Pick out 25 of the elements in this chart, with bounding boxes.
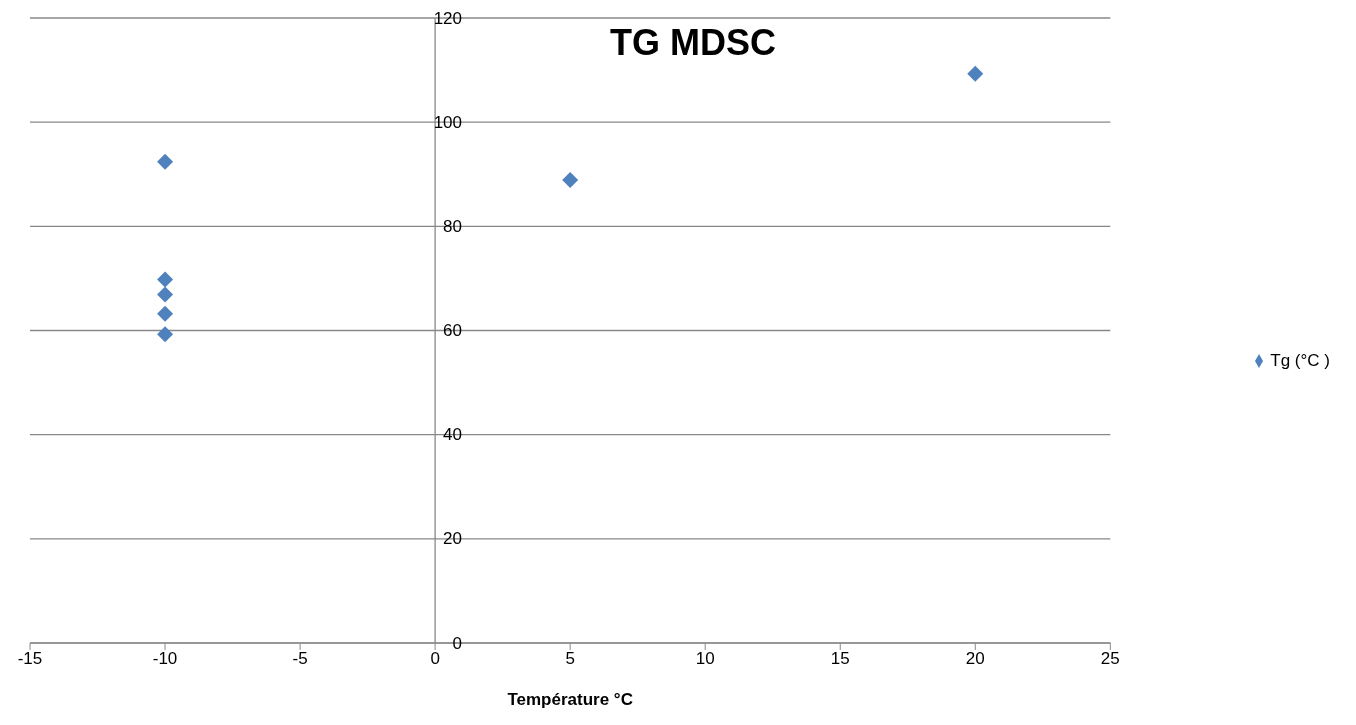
legend-label: Tg (°C ) [1270, 350, 1330, 370]
y-tick-label: 40 [443, 425, 462, 445]
point [157, 271, 174, 288]
chart-title: TG MDSC [609, 22, 777, 64]
point [157, 153, 174, 170]
y-tick-label: 60 [443, 321, 462, 340]
point [157, 305, 174, 322]
point [157, 286, 174, 303]
point [967, 65, 984, 82]
y-tick-label: 0 [452, 633, 462, 653]
x-tick-label: 5 [565, 649, 575, 669]
x-tick-label: -10 [152, 649, 178, 669]
x-tick-label: 25 [1100, 649, 1120, 669]
y-tick-label: 20 [443, 529, 462, 549]
x-tick-label: 10 [695, 649, 715, 669]
x-tick-label: 15 [830, 649, 850, 669]
y-tick-label: 100 [433, 112, 462, 132]
x-tick-label: -5 [292, 649, 308, 669]
point [562, 171, 579, 188]
y-tick-label: 120 [433, 8, 462, 28]
x-axis-title: Température °C [507, 690, 633, 709]
point [157, 326, 174, 343]
y-tick-label: 80 [443, 216, 462, 236]
x-tick-label: 20 [965, 649, 985, 669]
x-tick-label: -15 [17, 649, 43, 669]
